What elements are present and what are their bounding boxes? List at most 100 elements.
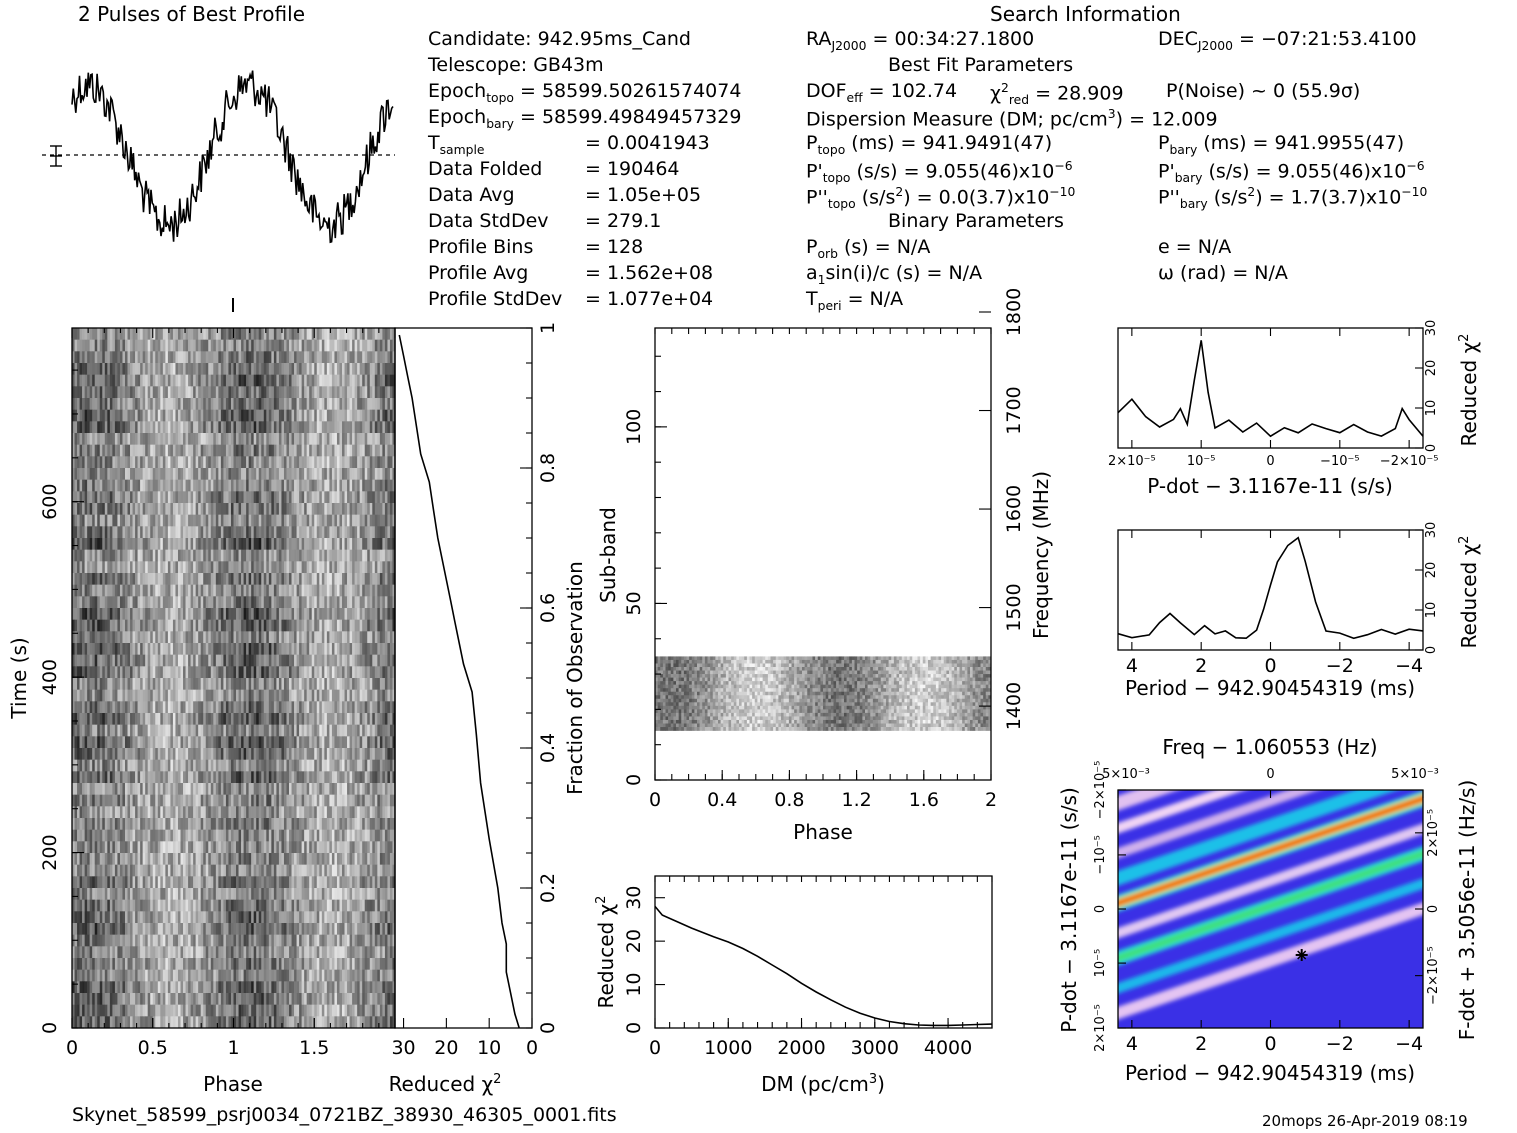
time-phase-cell xyxy=(150,386,154,399)
time-phase-cell xyxy=(289,433,292,445)
time-phase-cell xyxy=(256,444,260,457)
time-phase-cell xyxy=(347,538,350,550)
time-phase-cell xyxy=(117,456,121,469)
time-phase-cell xyxy=(286,643,290,655)
time-phase-cell xyxy=(157,654,161,667)
time-phase-cell xyxy=(140,561,143,574)
time-phase-cell xyxy=(329,713,333,725)
time-phase-cell xyxy=(246,643,249,655)
time-phase-cell xyxy=(276,398,280,410)
time-phase-cell xyxy=(246,479,249,492)
time-phase-cell xyxy=(190,444,194,457)
time-phase-cell xyxy=(145,386,148,399)
time-phase-cell xyxy=(82,724,85,737)
time-phase-cell xyxy=(135,771,138,784)
time-phase-cell xyxy=(347,619,350,632)
time-phase-cell xyxy=(72,526,75,539)
time-phase-cell xyxy=(369,339,373,352)
time-phase-cell xyxy=(389,584,393,597)
time-phase-cell xyxy=(195,689,199,702)
time-phase-cell xyxy=(140,479,143,492)
data-avg-value: = 1.05e+05 xyxy=(585,184,702,206)
time-phase-cell xyxy=(165,666,169,679)
time-phase-cell xyxy=(117,538,121,550)
time-phase-cell xyxy=(230,689,234,702)
time-phase-cell xyxy=(72,398,75,410)
time-phase-cell xyxy=(220,748,224,760)
time-phase-cell xyxy=(183,689,186,702)
time-phase-cell xyxy=(324,631,328,644)
time-phase-cell xyxy=(208,678,212,690)
time-phase-cell xyxy=(122,526,126,539)
time-phase-cell xyxy=(162,433,166,445)
time-phase-cell xyxy=(132,678,136,690)
time-phase-cell xyxy=(162,351,166,364)
time-phase-cell xyxy=(324,503,328,515)
time-phase-cell xyxy=(74,409,78,422)
time-phase-cell xyxy=(175,374,179,387)
time-phase-cell xyxy=(344,748,348,760)
time-phase-cell xyxy=(392,643,396,655)
time-phase-cell xyxy=(329,631,333,644)
time-phase-cell xyxy=(170,549,174,562)
time-phase-cell xyxy=(203,561,207,574)
time-phase-cell xyxy=(266,736,270,749)
time-phase-cell xyxy=(283,538,287,550)
time-phase-cell xyxy=(384,386,388,399)
time-phase-cell xyxy=(89,736,93,749)
time-phase-cell xyxy=(170,386,174,399)
time-phase-cell xyxy=(276,468,280,480)
time-phase-cell xyxy=(258,328,262,340)
time-phase-cell xyxy=(344,619,348,632)
time-phase-cell xyxy=(352,654,355,667)
time-phase-cell xyxy=(261,549,265,562)
time-phase-cell xyxy=(336,573,340,585)
time-phase-cell xyxy=(124,538,128,550)
time-phase-cell xyxy=(324,666,328,679)
time-phase-cell xyxy=(316,549,320,562)
time-phase-cell xyxy=(119,386,123,399)
time-phase-cell xyxy=(352,631,355,644)
time-phase-cell xyxy=(157,724,161,737)
time-phase-cell xyxy=(319,561,323,574)
time-phase-cell xyxy=(367,444,371,457)
time-phase-cell xyxy=(205,573,209,585)
time-phase-cell xyxy=(309,748,313,760)
time-phase-cell xyxy=(109,538,113,550)
time-phase-cell xyxy=(246,374,249,387)
time-phase-cell xyxy=(258,736,262,749)
time-phase-cell xyxy=(89,479,93,492)
time-phase-cell xyxy=(281,713,285,725)
time-phase-cell xyxy=(253,468,257,480)
time-phase-cell xyxy=(117,608,121,620)
time-phase-cell xyxy=(392,759,396,772)
time-phase-cell xyxy=(392,678,396,690)
time-phase-cell xyxy=(357,351,360,364)
time-phase-cell xyxy=(251,584,254,597)
profile-plot xyxy=(42,70,395,244)
time-phase-cell xyxy=(167,479,171,492)
time-phase-cell xyxy=(165,631,169,644)
time-phase-cell xyxy=(241,689,244,702)
time-phase-cell xyxy=(349,689,353,702)
time-phase-cell xyxy=(357,398,360,410)
time-phase-cell xyxy=(296,678,300,690)
time-phase-cell xyxy=(246,701,249,714)
time-phase-cell xyxy=(218,421,222,434)
time-phase-cell xyxy=(251,736,254,749)
time-phase-cell xyxy=(205,409,209,422)
time-phase-cell xyxy=(127,631,131,644)
time-phase-cell xyxy=(296,619,300,632)
time-phase-cell xyxy=(316,479,320,492)
time-phase-cell xyxy=(233,713,237,725)
time-phase-cell xyxy=(253,479,257,492)
time-phase-cell xyxy=(152,374,156,387)
time-phase-cell xyxy=(157,339,161,352)
time-phase-cell xyxy=(276,619,280,632)
time-phase-cell xyxy=(119,759,123,772)
time-phase-cell xyxy=(372,689,376,702)
time-phase-cell xyxy=(336,736,340,749)
time-phase-cell xyxy=(306,654,310,667)
time-phase-cell xyxy=(236,339,239,352)
time-phase-cell xyxy=(299,549,302,562)
